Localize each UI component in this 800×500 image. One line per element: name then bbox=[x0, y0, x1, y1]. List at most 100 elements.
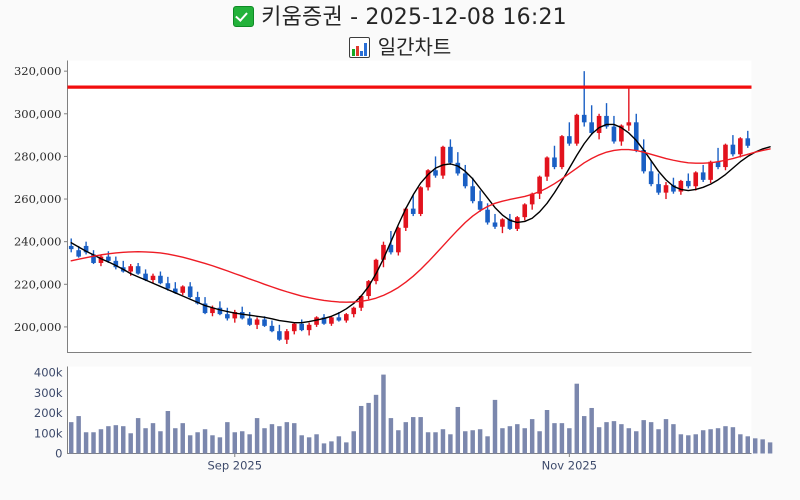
candle-body bbox=[284, 331, 290, 340]
candle-body bbox=[552, 157, 557, 168]
volume-y-tick-label: 100k bbox=[34, 426, 63, 440]
candle-body bbox=[641, 150, 647, 172]
candle-body bbox=[581, 114, 587, 123]
candle-body bbox=[507, 219, 513, 229]
candle-body bbox=[314, 317, 319, 325]
volume-bar bbox=[507, 426, 513, 454]
volume-bar bbox=[686, 435, 691, 454]
volume-bar bbox=[277, 426, 282, 454]
volume-bar bbox=[68, 422, 74, 454]
volume-bar bbox=[128, 433, 133, 454]
candle-body bbox=[738, 138, 743, 155]
candle-body bbox=[225, 314, 230, 319]
candle-body bbox=[626, 122, 632, 126]
volume-y-tick-label: 400k bbox=[34, 366, 63, 380]
candle-body bbox=[529, 193, 535, 205]
candle-body bbox=[663, 185, 669, 193]
candle-body bbox=[685, 180, 691, 187]
candle-body bbox=[455, 162, 461, 174]
candle-body bbox=[656, 184, 661, 193]
moving-average-line-2 bbox=[70, 148, 771, 303]
volume-bar bbox=[492, 399, 498, 454]
candle-body bbox=[291, 323, 297, 332]
page-title-text: 키움증권 - 2025-12-08 16:21 bbox=[261, 5, 567, 30]
price-y-tick-label: 260,000 bbox=[14, 192, 62, 206]
volume-bar bbox=[738, 434, 743, 454]
volume-bar bbox=[596, 427, 602, 454]
volume-y-tick-label: 300k bbox=[34, 386, 63, 400]
candle-body bbox=[396, 227, 401, 253]
candle-body bbox=[388, 244, 394, 253]
volume-bar bbox=[143, 428, 148, 454]
volume-bar bbox=[529, 419, 535, 454]
candle-body bbox=[403, 208, 409, 228]
candle-body bbox=[708, 161, 713, 180]
volume-bar bbox=[150, 423, 156, 454]
candle-body bbox=[232, 312, 238, 319]
volume-y-tick-label: 200k bbox=[34, 406, 63, 420]
volume-bar bbox=[611, 421, 617, 454]
candle-body bbox=[180, 286, 186, 293]
candle-body bbox=[128, 266, 134, 272]
volume-bar bbox=[254, 418, 260, 454]
volume-bar bbox=[604, 422, 609, 454]
candle-body bbox=[448, 146, 453, 163]
page-subtitle: 일간차트 bbox=[0, 33, 800, 61]
volume-bar bbox=[470, 430, 475, 454]
candle-body bbox=[410, 208, 416, 214]
candle-body bbox=[83, 245, 89, 253]
candle-body bbox=[195, 297, 200, 304]
candle-body bbox=[700, 172, 706, 180]
volume-bar bbox=[522, 428, 527, 454]
volume-bar bbox=[440, 429, 446, 454]
candle-body bbox=[715, 161, 721, 168]
x-axis-ticks: Sep 2025 Nov 2025 bbox=[207, 453, 597, 473]
volume-bar bbox=[247, 434, 252, 454]
candle-body bbox=[723, 144, 728, 168]
candle-body bbox=[485, 209, 490, 223]
volume-bar bbox=[225, 422, 230, 454]
volume-bar bbox=[306, 437, 312, 454]
candle-body bbox=[567, 136, 572, 144]
volume-bar bbox=[396, 430, 401, 454]
volume-bar bbox=[463, 431, 468, 454]
candle-body bbox=[604, 115, 609, 127]
volume-bar bbox=[210, 435, 215, 454]
green-check-icon bbox=[233, 6, 255, 27]
volume-bar bbox=[500, 428, 505, 454]
volume-bar bbox=[678, 434, 684, 454]
candle-body bbox=[247, 318, 252, 325]
volume-bar bbox=[760, 439, 765, 454]
candle-body bbox=[544, 157, 550, 177]
volume-bar bbox=[559, 423, 565, 454]
volume-y-tick-label: 0 bbox=[55, 447, 62, 461]
volume-bar bbox=[448, 434, 453, 454]
volume-bar bbox=[730, 427, 736, 454]
volume-bar bbox=[262, 428, 267, 454]
candle-body bbox=[158, 275, 163, 284]
x-tick-label: Nov 2025 bbox=[542, 459, 597, 473]
candle-body bbox=[366, 281, 371, 297]
volume-bar bbox=[217, 437, 223, 454]
volume-bar bbox=[700, 430, 706, 454]
volume-bar bbox=[425, 432, 431, 454]
volume-bar bbox=[634, 431, 639, 454]
candle-body bbox=[299, 323, 305, 331]
candle-body bbox=[537, 176, 542, 194]
candle-body bbox=[589, 122, 594, 133]
candle-body bbox=[500, 219, 505, 227]
volume-bar bbox=[91, 432, 96, 454]
volume-bar bbox=[113, 425, 119, 454]
candle-body bbox=[373, 259, 379, 282]
volume-bar bbox=[165, 411, 171, 454]
candle-body bbox=[633, 122, 639, 151]
candle-body bbox=[277, 331, 282, 340]
bar-chart-icon bbox=[348, 37, 370, 58]
volume-bar bbox=[195, 432, 200, 454]
volume-bar bbox=[656, 429, 661, 454]
candle-body bbox=[574, 114, 580, 144]
moving-average-line-1 bbox=[70, 123, 771, 324]
candle-body bbox=[433, 170, 438, 176]
candle-body bbox=[492, 222, 498, 227]
